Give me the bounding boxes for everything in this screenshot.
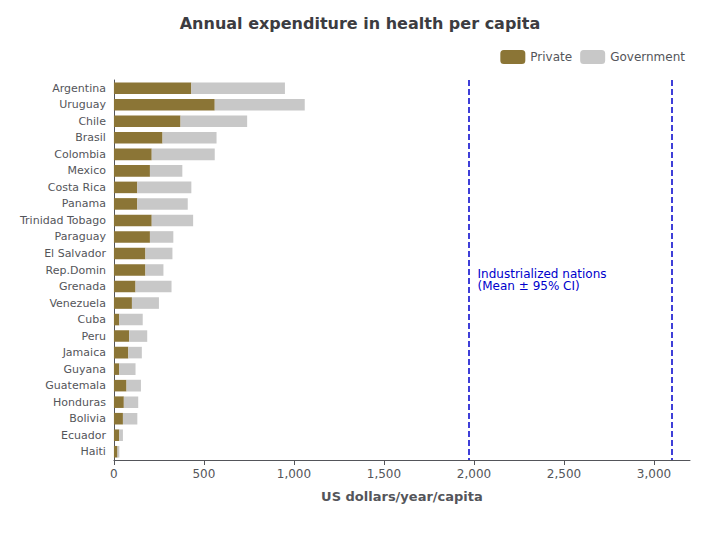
svg-text:US dollars/year/capita: US dollars/year/capita bbox=[321, 489, 483, 504]
svg-text:Venezuela: Venezuela bbox=[49, 297, 106, 310]
svg-text:Ecuador: Ecuador bbox=[61, 429, 106, 442]
svg-text:Rep.Domin: Rep.Domin bbox=[46, 264, 106, 277]
svg-text:500: 500 bbox=[192, 467, 215, 481]
svg-text:Colombia: Colombia bbox=[54, 148, 106, 161]
svg-text:Chile: Chile bbox=[78, 115, 106, 128]
svg-text:Grenada: Grenada bbox=[59, 280, 106, 293]
svg-text:Costa Rica: Costa Rica bbox=[48, 181, 106, 194]
svg-text:Peru: Peru bbox=[81, 330, 106, 343]
svg-text:El Salvador: El Salvador bbox=[44, 247, 106, 260]
svg-text:Trinidad Tobago: Trinidad Tobago bbox=[19, 214, 106, 227]
svg-text:Brasil: Brasil bbox=[75, 131, 106, 144]
svg-text:Uruguay: Uruguay bbox=[59, 98, 106, 111]
svg-text:Mexico: Mexico bbox=[68, 164, 107, 177]
svg-text:Private: Private bbox=[530, 50, 572, 64]
svg-text:2,500: 2,500 bbox=[547, 467, 581, 481]
svg-text:Honduras: Honduras bbox=[53, 396, 106, 409]
svg-text:Industrialized nations: Industrialized nations bbox=[477, 267, 607, 281]
svg-text:Guatemala: Guatemala bbox=[45, 379, 106, 392]
svg-text:Cuba: Cuba bbox=[78, 313, 106, 326]
svg-text:Paraguay: Paraguay bbox=[55, 230, 107, 243]
svg-text:Government: Government bbox=[610, 50, 685, 64]
svg-text:0: 0 bbox=[110, 467, 118, 481]
svg-text:Argentina: Argentina bbox=[52, 82, 106, 95]
svg-text:Bolivia: Bolivia bbox=[69, 412, 106, 425]
svg-text:Jamaica: Jamaica bbox=[62, 346, 106, 359]
svg-text:2,000: 2,000 bbox=[457, 467, 491, 481]
svg-text:Haiti: Haiti bbox=[80, 445, 105, 458]
svg-text:(Mean ± 95% CI): (Mean ± 95% CI) bbox=[478, 279, 580, 293]
svg-text:Panama: Panama bbox=[62, 197, 106, 210]
svg-text:1,000: 1,000 bbox=[277, 467, 311, 481]
svg-text:Annual expenditure in health p: Annual expenditure in health per capita bbox=[180, 14, 541, 33]
svg-text:3,000: 3,000 bbox=[637, 467, 671, 481]
svg-text:1,500: 1,500 bbox=[367, 467, 401, 481]
svg-text:Guyana: Guyana bbox=[63, 363, 105, 376]
